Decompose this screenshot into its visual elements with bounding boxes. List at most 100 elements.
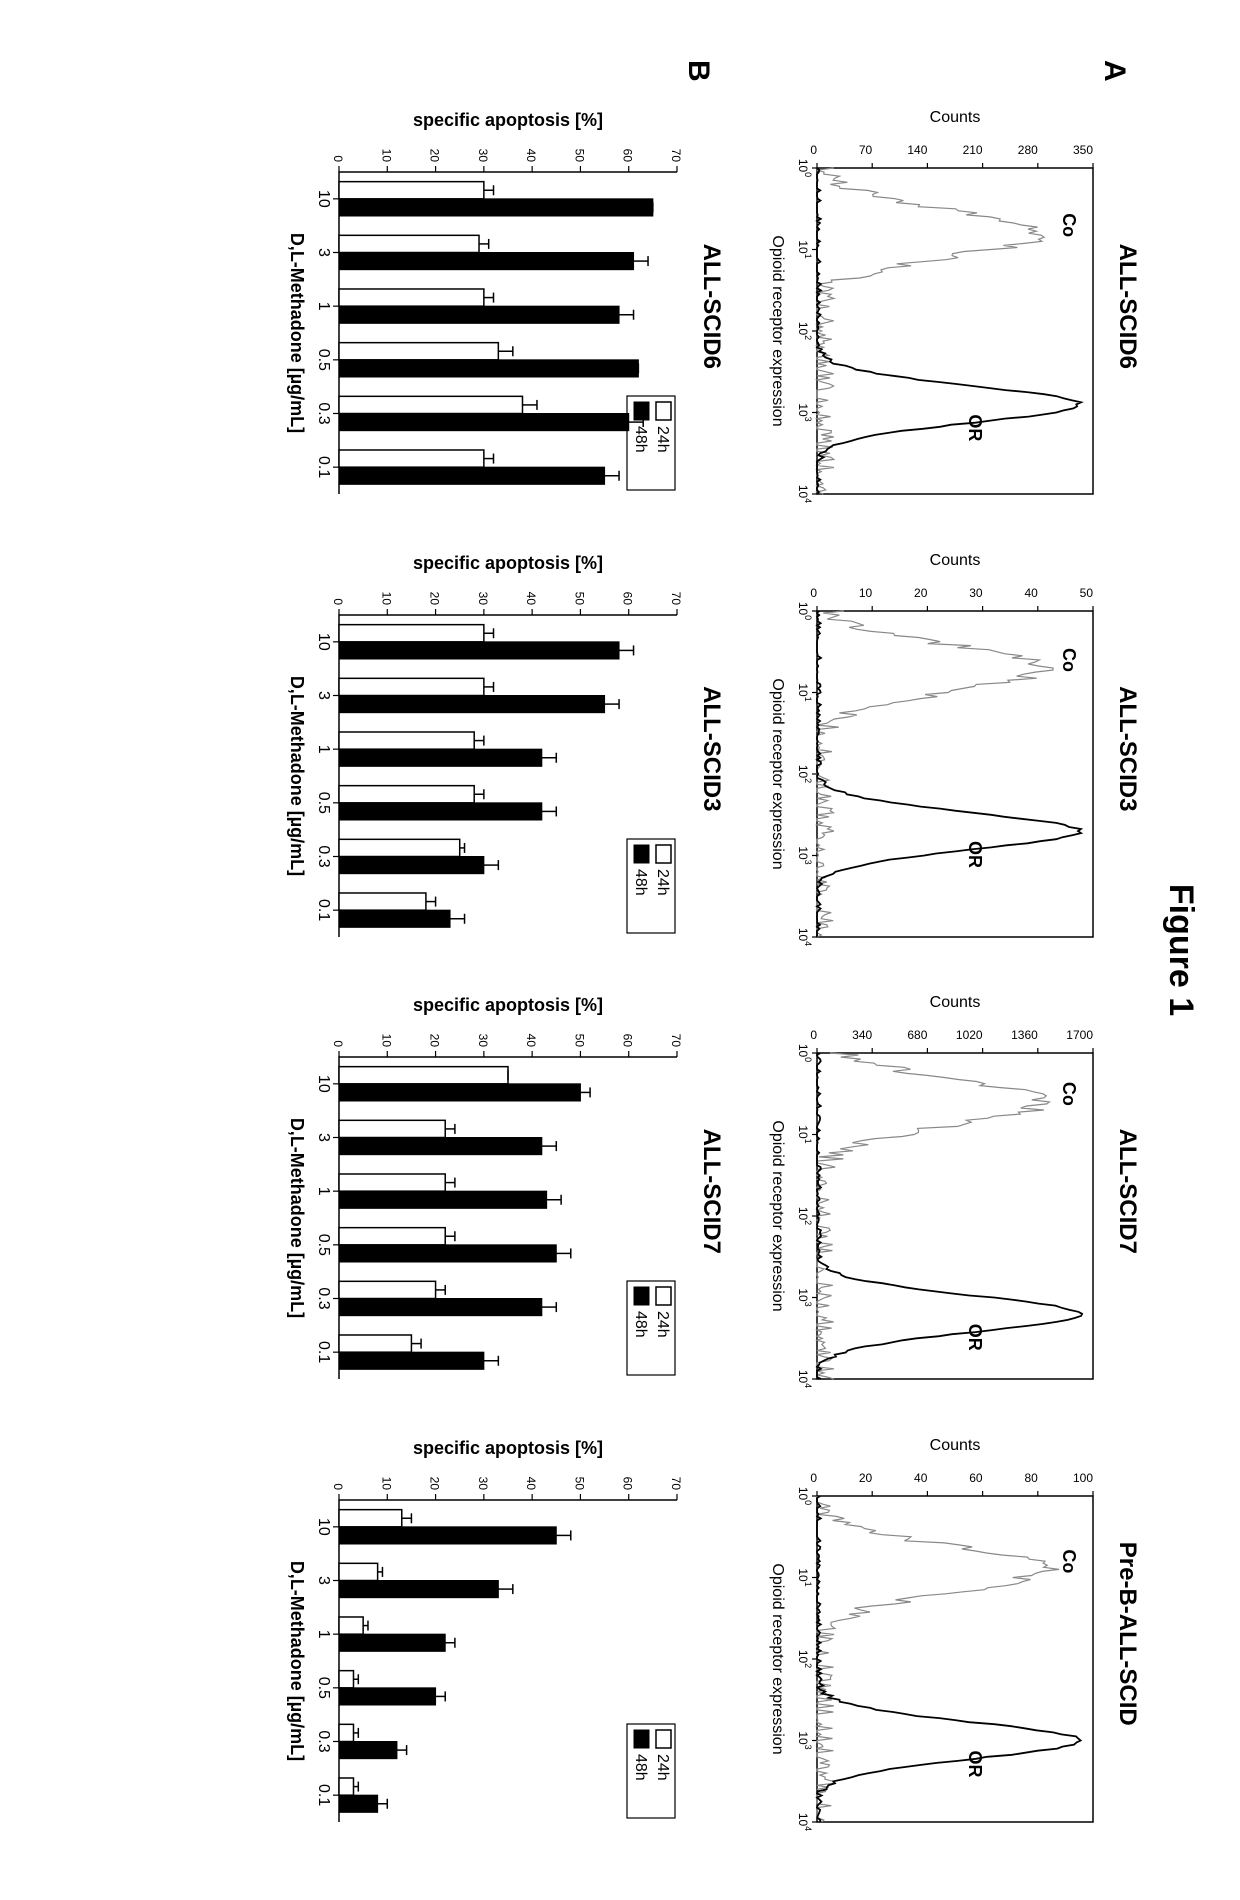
svg-text:Counts: Counts [930,552,981,569]
svg-text:50: 50 [1080,586,1094,600]
svg-text:10: 10 [379,591,393,605]
panel-b: ALL-SCID7 0 10 20 30 40 50 60 70 specific apoptos… [269,985,725,1398]
svg-text:specific apoptosis [%]: specific apoptosis [%] [413,995,603,1015]
svg-text:48h: 48h [632,426,649,453]
svg-text:100: 100 [796,159,813,177]
svg-text:OR: OR [965,415,985,442]
svg-text:OR: OR [965,841,985,868]
svg-text:104: 104 [796,1370,813,1388]
svg-text:1: 1 [315,1187,332,1196]
svg-text:40: 40 [524,1034,538,1048]
row-a-label: A [755,60,1141,100]
svg-text:60: 60 [969,1471,983,1485]
svg-text:1360: 1360 [1011,1028,1038,1042]
panel-title: ALL-SCID3 [1113,686,1141,811]
svg-text:20: 20 [428,1034,442,1048]
svg-text:70: 70 [669,1476,683,1490]
svg-text:48h: 48h [632,869,649,896]
panel-title: ALL-SCID7 [697,1129,725,1254]
histogram-plot: 0340680102013601700100101102103104Opioid… [755,991,1105,1391]
svg-text:101: 101 [796,241,813,259]
figure-title: Figure 1 [1161,60,1200,1840]
svg-text:103: 103 [796,846,813,864]
svg-text:60: 60 [621,591,635,605]
svg-text:0: 0 [810,143,817,157]
svg-text:140: 140 [907,143,927,157]
svg-text:70: 70 [669,1034,683,1048]
svg-text:0.5: 0.5 [315,791,332,813]
svg-text:1: 1 [315,744,332,753]
svg-text:3: 3 [315,691,332,700]
svg-text:OR: OR [965,1750,985,1777]
svg-text:40: 40 [524,591,538,605]
svg-text:50: 50 [572,591,586,605]
panel-a: ALL-SCID6070140210280350100101102103104O… [755,100,1141,513]
svg-text:20: 20 [428,1476,442,1490]
panel-a: Pre-B-ALL-SCID02040608010010010110210310… [755,1428,1141,1841]
svg-text:102: 102 [796,1207,813,1225]
svg-text:40: 40 [524,149,538,163]
svg-text:101: 101 [796,1568,813,1586]
svg-text:1020: 1020 [956,1028,983,1042]
svg-text:50: 50 [572,1034,586,1048]
svg-text:60: 60 [621,1476,635,1490]
svg-text:30: 30 [476,149,490,163]
svg-text:specific apoptosis [%]: specific apoptosis [%] [413,553,603,573]
panel-title: ALL-SCID7 [1113,1129,1141,1254]
panel-title: ALL-SCID3 [697,686,725,811]
svg-text:104: 104 [796,928,813,946]
panel-b: ALL-SCID6010203040506070specific apoptos… [269,100,725,513]
svg-text:Counts: Counts [930,1437,981,1454]
svg-text:Co: Co [1059,213,1079,237]
svg-text:0: 0 [331,1041,345,1048]
bar-chart: 010203040506070specific apoptosis [%]103… [269,991,689,1391]
panel-a: ALL-SCID301020304050100101102103104Opioi… [755,543,1141,956]
svg-text:Opioid receptor expression: Opioid receptor expression [769,1121,786,1312]
histogram-plot: 020406080100100101102103104Opioid recept… [755,1434,1105,1834]
svg-text:103: 103 [796,404,813,422]
svg-text:101: 101 [796,683,813,701]
svg-text:103: 103 [796,1289,813,1307]
svg-text:10: 10 [315,1075,332,1093]
bar-chart: 010203040506070specific apoptosis [%]103… [269,549,689,949]
svg-text:10: 10 [379,1034,393,1048]
svg-text:60: 60 [621,149,635,163]
svg-text:D,L-Methadone [µg/mL]: D,L-Methadone [µg/mL] [287,1561,307,1761]
svg-text:101: 101 [796,1126,813,1144]
svg-text:0.5: 0.5 [315,1676,332,1698]
svg-text:24h: 24h [654,1754,671,1781]
svg-text:210: 210 [963,143,983,157]
svg-text:20: 20 [428,149,442,163]
svg-text:0: 0 [331,598,345,605]
histogram-plot: 070140210280350100101102103104Opioid rec… [755,106,1105,506]
svg-text:102: 102 [796,765,813,783]
svg-text:specific apoptosis [%]: specific apoptosis [%] [413,110,603,130]
bar-chart: 010203040506070specific apoptosis [%]103… [269,106,689,506]
svg-text:0: 0 [331,156,345,163]
svg-text:70: 70 [669,149,683,163]
svg-text:20: 20 [859,1471,873,1485]
histogram-plot: 01020304050100101102103104Opioid recepto… [755,549,1105,949]
svg-text:102: 102 [796,1650,813,1668]
bar-chart: 010203040506070specific apoptosis [%]103… [269,1434,689,1834]
svg-text:100: 100 [796,1487,813,1505]
svg-text:48h: 48h [632,1754,649,1781]
svg-text:0.3: 0.3 [315,403,332,425]
svg-text:60: 60 [621,1034,635,1048]
svg-text:0.1: 0.1 [315,1341,332,1363]
svg-text:24h: 24h [654,1311,671,1338]
svg-text:0.3: 0.3 [315,845,332,867]
svg-text:0.1: 0.1 [315,456,332,478]
svg-text:280: 280 [1018,143,1038,157]
svg-text:70: 70 [669,591,683,605]
svg-text:0.1: 0.1 [315,1784,332,1806]
svg-text:10: 10 [315,1518,332,1536]
svg-text:680: 680 [907,1028,927,1042]
svg-text:10: 10 [859,586,873,600]
svg-text:40: 40 [1024,586,1038,600]
svg-text:0.1: 0.1 [315,899,332,921]
svg-text:Co: Co [1059,1549,1079,1573]
svg-text:30: 30 [476,1034,490,1048]
svg-text:specific apoptosis [%]: specific apoptosis [%] [413,1438,603,1458]
svg-text:Co: Co [1059,1082,1079,1106]
